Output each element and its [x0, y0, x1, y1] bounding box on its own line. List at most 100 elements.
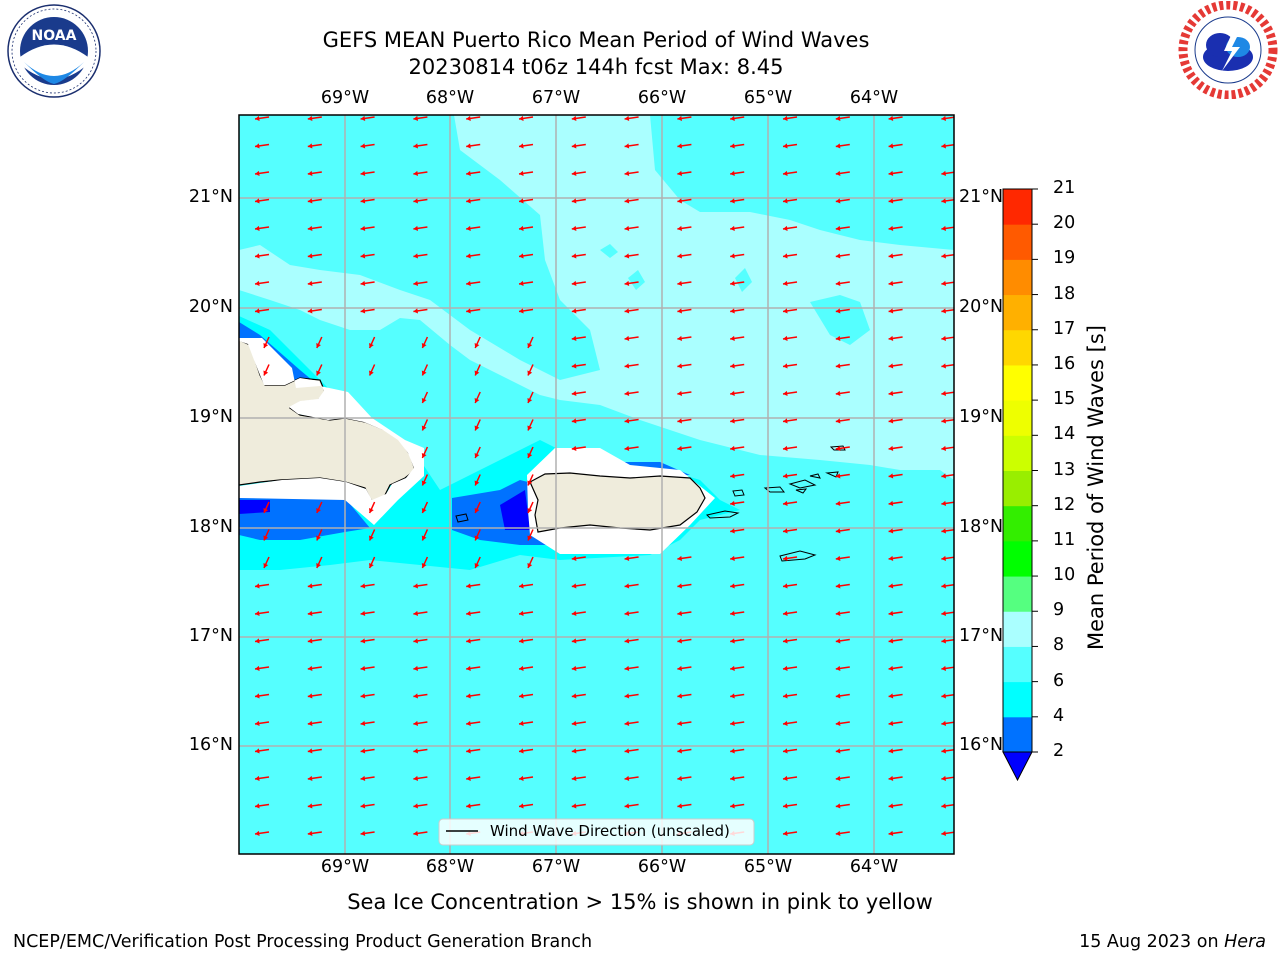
wind-arrow: [413, 198, 428, 204]
wind-arrow: [527, 419, 534, 431]
lon-label-bottom: 66°W: [637, 857, 687, 877]
wind-arrow: [835, 775, 850, 781]
wind-arrow: [677, 390, 692, 396]
wind-arrow: [677, 143, 692, 149]
wind-arrow: [888, 830, 903, 836]
wind-arrow: [888, 253, 903, 259]
wind-arrow: [421, 391, 429, 404]
wind-arrow: [527, 364, 534, 376]
colorbar-segment: [1003, 646, 1032, 683]
wind-arrow: [782, 775, 798, 781]
wind-arrow: [518, 583, 534, 589]
wind-arrow: [941, 720, 954, 726]
lon-label-bottom: 65°W: [743, 857, 793, 877]
wind-arrow: [474, 336, 481, 349]
wind-arrow: [518, 720, 534, 726]
wind-arrow: [254, 115, 270, 121]
wind-arrow: [624, 170, 639, 176]
wind-arrow: [677, 418, 692, 424]
lat-label-left: 16°N: [188, 735, 233, 755]
wind-arrow: [677, 363, 692, 369]
wind-arrow: [474, 529, 481, 541]
wind-arrow: [888, 748, 903, 754]
colorbar-segment: [1003, 505, 1032, 542]
wind-arrow: [368, 336, 376, 349]
wind-arrow: [888, 638, 903, 644]
wind-arrow: [782, 555, 798, 561]
wind-arrow: [254, 830, 270, 836]
wind-arrow: [624, 225, 639, 231]
wind-arrow: [413, 803, 428, 809]
wind-arrow: [254, 253, 270, 259]
colorbar-tick-label: 4: [1053, 705, 1065, 726]
wind-arrow: [254, 720, 270, 726]
wind-arrow: [624, 308, 639, 314]
wind-arrow: [677, 803, 692, 809]
lon-label-top: 69°W: [320, 88, 370, 108]
wind-arrow: [730, 363, 745, 369]
wind-arrow: [782, 720, 798, 726]
lat-label-right: 18°N: [959, 517, 1004, 537]
wind-arrow: [254, 280, 270, 286]
colorbar-segment: [1003, 716, 1032, 753]
wind-arrow: [730, 308, 745, 314]
wind-arrow: [518, 253, 534, 259]
wind-arrow: [888, 775, 903, 781]
wind-arrow: [941, 335, 954, 341]
colorbar-segment: [1003, 259, 1032, 296]
wind-arrow: [571, 610, 586, 616]
wind-arrow: [624, 555, 639, 561]
wind-arrow: [730, 500, 745, 506]
wind-arrow: [571, 775, 586, 781]
wind-arrow: [888, 225, 903, 231]
wind-arrow: [624, 693, 639, 699]
wind-arrow: [624, 638, 639, 644]
wind-arrow: [941, 528, 954, 534]
wind-arrow: [782, 830, 798, 836]
lat-label-left: 20°N: [188, 297, 233, 317]
wind-arrow: [941, 583, 954, 589]
wind-arrow: [730, 418, 745, 424]
wind-arrow: [316, 364, 323, 376]
wind-arrow: [254, 198, 270, 204]
map-subtitle: 20230814 t06z 144h fcst Max: 8.45: [408, 55, 784, 79]
wind-arrow: [518, 803, 534, 809]
wind-arrow: [413, 308, 428, 314]
colorbar-tick-label: 16: [1053, 353, 1076, 374]
wind-arrow: [835, 253, 850, 259]
wind-arrow: [413, 280, 428, 286]
wind-arrow: [835, 720, 850, 726]
wind-arrow: [835, 555, 850, 561]
wind-arrow: [421, 336, 429, 349]
wind-arrow: [421, 556, 429, 569]
wind-arrow: [254, 143, 270, 149]
wind-arrow: [466, 170, 481, 176]
wind-arrow: [571, 143, 586, 149]
wind-arrow: [677, 720, 692, 726]
arrow-legend: [438, 818, 755, 846]
wind-arrow: [730, 115, 745, 121]
wind-arrow: [730, 748, 745, 754]
wind-arrow: [360, 830, 375, 836]
wind-arrow: [624, 583, 639, 589]
wind-arrow: [360, 280, 375, 286]
wind-arrow: [466, 198, 481, 204]
wind-arrow: [254, 775, 270, 781]
wind-arrow: [254, 583, 270, 589]
wind-arrow: [360, 720, 375, 726]
wind-arrow: [677, 638, 692, 644]
wind-arrow: [571, 253, 586, 259]
colorbar-segment: [1003, 400, 1032, 436]
graticule: [239, 115, 954, 854]
wind-arrow: [263, 501, 270, 514]
wind-arrow: [466, 225, 481, 231]
wind-arrow: [466, 583, 481, 589]
wind-arrow: [263, 336, 270, 349]
wind-arrow: [624, 363, 639, 369]
wind-arrow: [941, 693, 954, 699]
wind-arrow: [254, 693, 270, 699]
wind-arrow: [835, 610, 850, 616]
wind-arrow: [307, 115, 322, 121]
wind-arrow: [466, 693, 481, 699]
